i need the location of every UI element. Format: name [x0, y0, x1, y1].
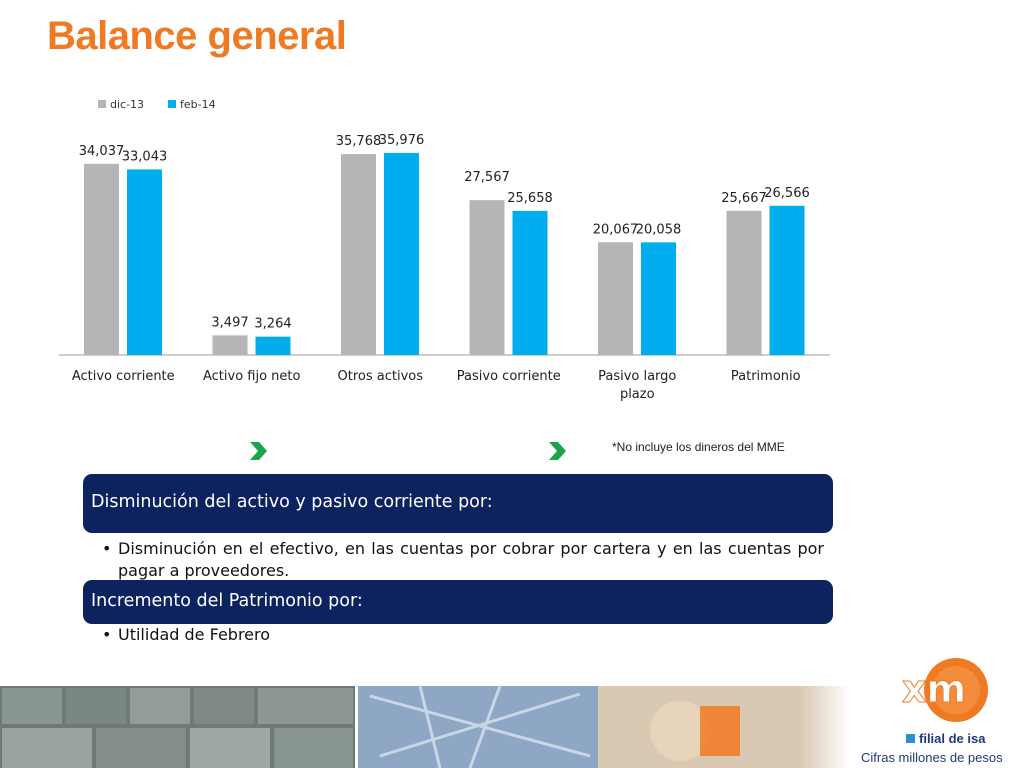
bullet-text: Disminución en el efectivo, en las cuent…	[118, 539, 824, 580]
bar	[769, 205, 805, 355]
logo-text: xm	[902, 667, 966, 711]
data-label: 35,976	[379, 133, 425, 148]
legend-swatch	[168, 100, 176, 108]
data-label: 20,067	[593, 222, 639, 237]
chevron-right-icon	[549, 442, 566, 460]
photo-strip	[0, 686, 850, 768]
filial-text: filial de isa	[919, 731, 986, 746]
category-label: plazo	[620, 387, 655, 402]
data-label: 35,768	[336, 134, 382, 149]
chevron-right-icon	[250, 442, 267, 460]
bar	[255, 336, 291, 355]
data-label: 27,567	[464, 170, 510, 185]
bar	[726, 210, 762, 355]
data-label: 26,566	[764, 186, 810, 201]
category-label: Activo fijo neto	[203, 369, 301, 384]
bullet-item: • Utilidad de Febrero	[102, 624, 824, 646]
bar	[127, 169, 162, 355]
bar	[341, 154, 376, 355]
category-label: Activo corriente	[72, 369, 175, 384]
bar	[641, 242, 676, 355]
bar	[598, 242, 633, 355]
data-label: 34,037	[79, 144, 125, 159]
category-label: Patrimonio	[731, 369, 801, 384]
bar	[212, 335, 248, 355]
page-title: Balance general	[47, 14, 347, 58]
legend-label: feb-14	[180, 98, 216, 111]
data-label: 25,658	[507, 191, 553, 206]
legend-label: dic-13	[110, 98, 144, 111]
units-note: Cifras millones de pesos	[861, 750, 1003, 765]
category-label: Pasivo corriente	[457, 369, 561, 384]
data-label: 33,043	[122, 149, 168, 164]
legend-swatch	[98, 100, 106, 108]
category-label: Pasivo largo	[598, 369, 676, 384]
footnote: *No incluye los dineros del MME	[612, 440, 785, 454]
section-heading-patrimonio: Incremento del Patrimonio por:	[83, 580, 833, 624]
data-label: 3,497	[211, 315, 248, 330]
data-label: 25,667	[721, 191, 767, 206]
section-heading-activo: Disminución del activo y pasivo corrient…	[83, 474, 833, 533]
data-label: 20,058	[636, 222, 682, 237]
filial-label: filial de isa	[906, 731, 985, 746]
bar	[512, 210, 548, 355]
bar	[384, 152, 419, 355]
bar	[84, 163, 119, 355]
category-label: Otros activos	[338, 369, 424, 384]
bar	[469, 200, 505, 355]
data-label: 3,264	[254, 317, 291, 332]
bullet-text: Utilidad de Febrero	[118, 625, 271, 644]
xm-logo: xm	[902, 658, 988, 722]
bullet-item: • Disminución en el efectivo, en las cuen…	[102, 539, 824, 580]
